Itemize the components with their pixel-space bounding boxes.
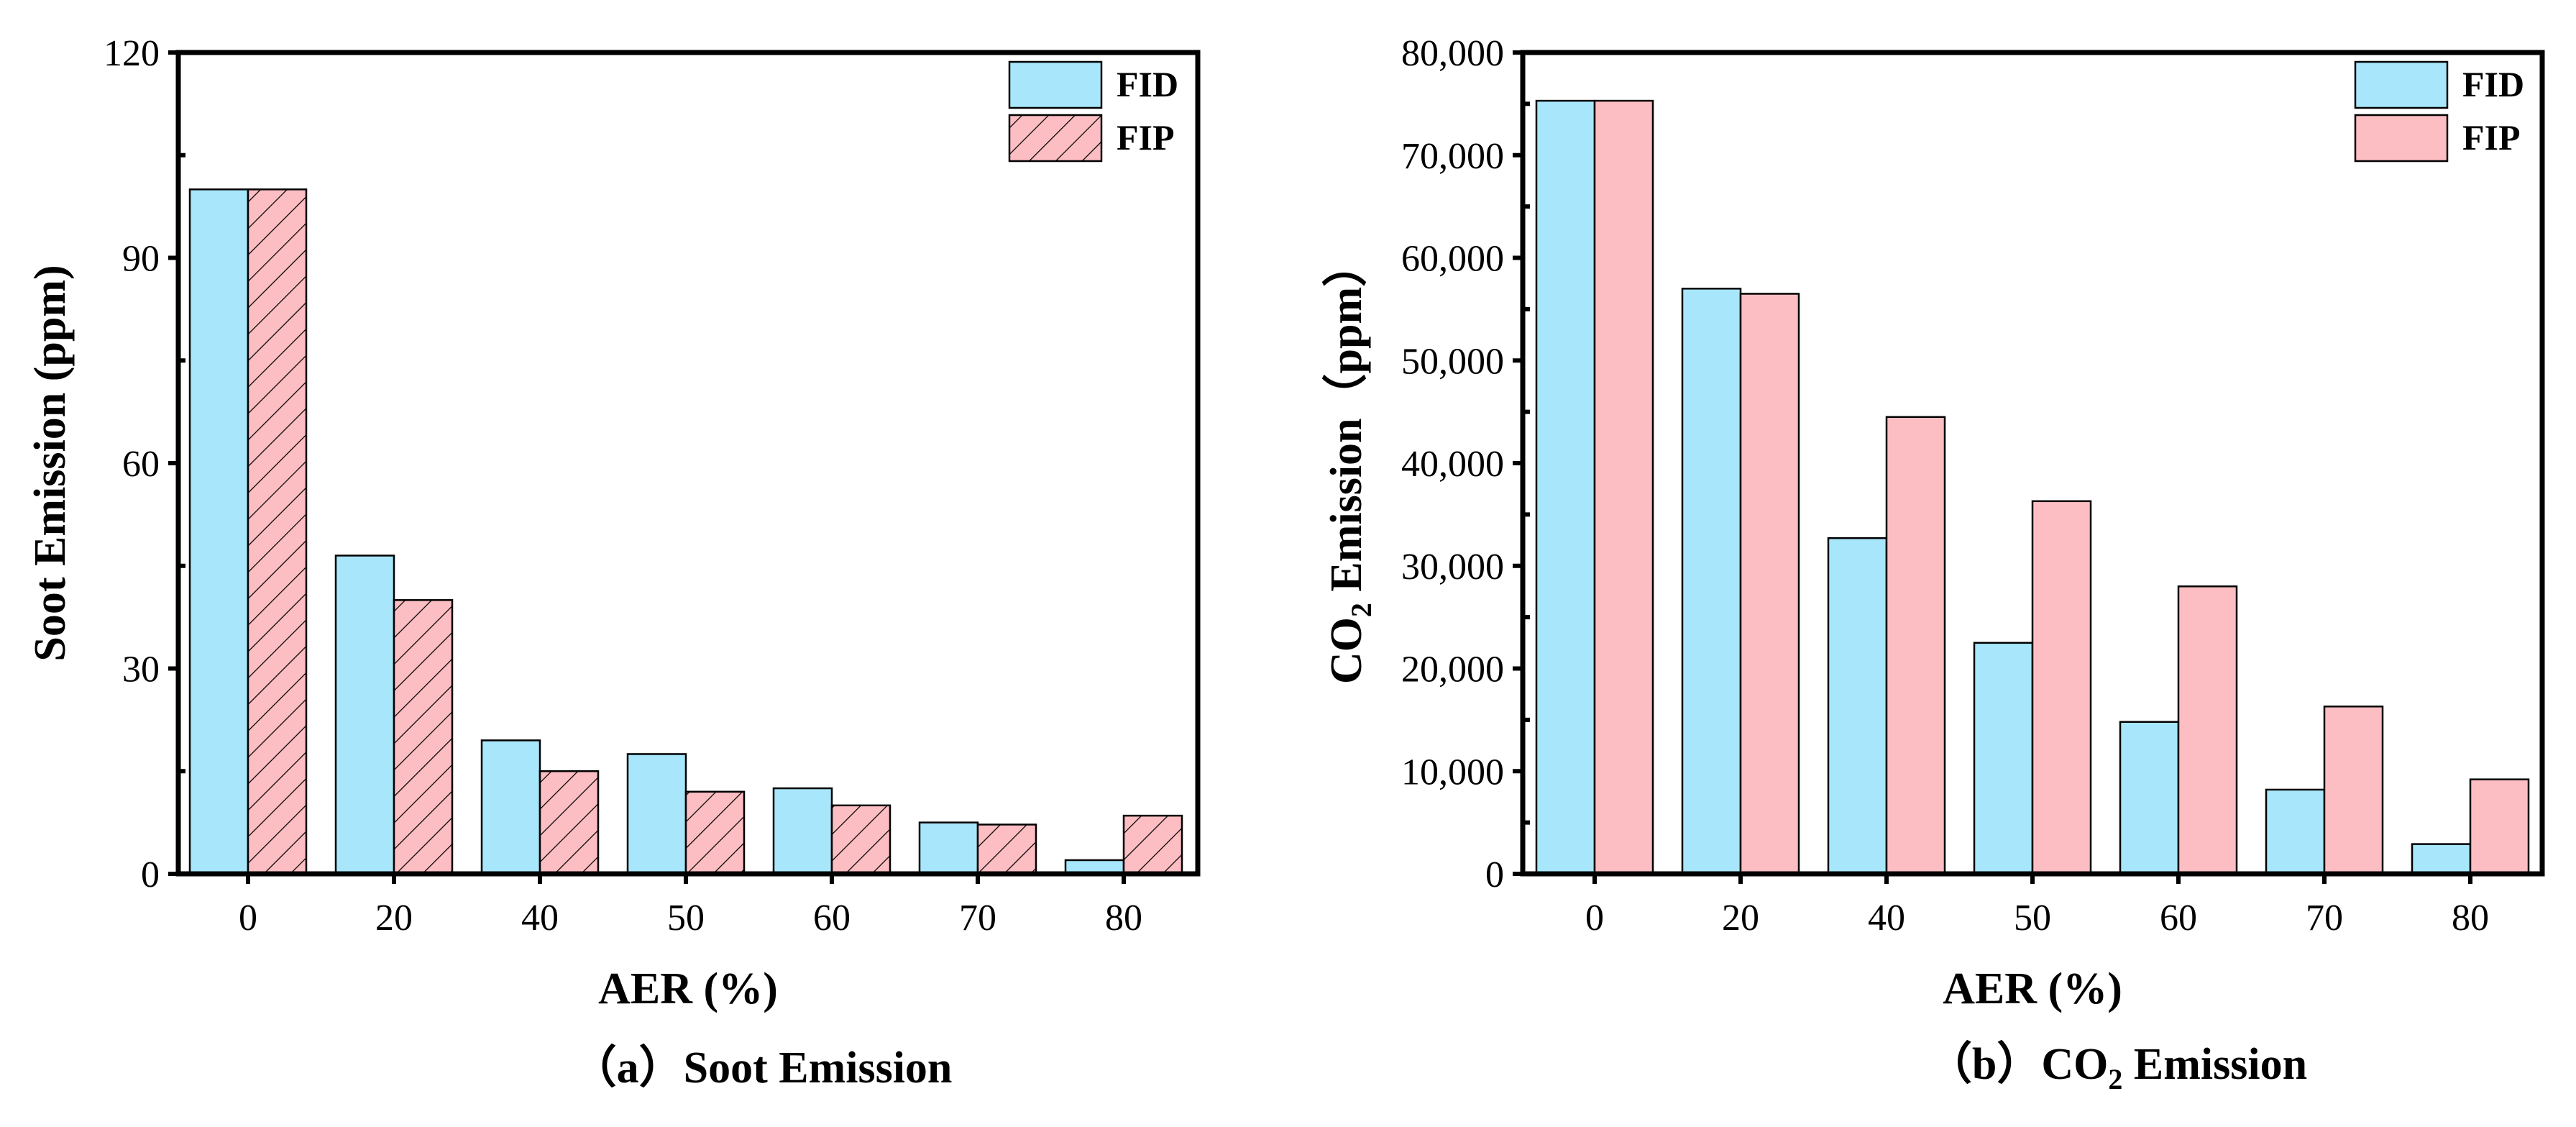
soot-y-tick-label: 0 xyxy=(141,854,160,895)
co2-bar-fid-70 xyxy=(2265,788,2326,875)
soot-caption: （a）Soot Emission xyxy=(572,1042,953,1092)
soot-x-tick-label: 60 xyxy=(813,898,851,939)
co2-bar-fip-20 xyxy=(1739,293,1800,875)
co2-bar-fip-40 xyxy=(1885,416,1946,875)
soot-bar-fid-50 xyxy=(626,753,687,875)
co2-caption-sub: 2 xyxy=(2108,1063,2122,1095)
soot-legend-label-fid: FID xyxy=(1117,64,1178,104)
soot-y-tick-label: 60 xyxy=(122,444,160,485)
soot-x-axis: 0 20 40 50 60 70 80 xyxy=(239,874,1142,939)
soot-bar-fid-0 xyxy=(188,188,249,875)
co2-caption: （b）CO2 Emission xyxy=(1928,1039,2307,1095)
co2-bar-fip-60 xyxy=(2177,585,2238,875)
soot-x-tick-label: 40 xyxy=(521,898,559,939)
co2-x-tick-label: 60 xyxy=(2160,898,2197,939)
co2-bar-fip-80 xyxy=(2469,778,2530,875)
soot-y-tick-label: 90 xyxy=(122,239,160,280)
co2-bar-fip-50 xyxy=(2031,500,2092,875)
soot-bar-fip-70 xyxy=(976,823,1037,875)
co2-bar-fid-40 xyxy=(1827,537,1888,875)
soot-bar-fip-20 xyxy=(393,599,454,875)
co2-y-tick-label: 0 xyxy=(1485,854,1504,895)
soot-bar-fid-60 xyxy=(772,787,833,875)
soot-bar-fid-70 xyxy=(918,821,979,875)
co2-x-tick-label: 20 xyxy=(1722,898,1759,939)
soot-legend-swatch-fid xyxy=(1008,60,1103,109)
soot-legend-label-fip: FIP xyxy=(1117,117,1175,158)
co2-plot-frame xyxy=(1520,50,2545,877)
co2-y-tick-label: 40,000 xyxy=(1401,444,1504,485)
co2-x-tick-label: 80 xyxy=(2452,898,2489,939)
co2-legend-label-fip: FIP xyxy=(2462,117,2521,158)
co2-y-tick-label: 10,000 xyxy=(1401,752,1504,793)
co2-y-tick-label: 60,000 xyxy=(1401,239,1504,280)
co2-y-axis-title-rest: Emission（ppm） xyxy=(1321,242,1371,603)
soot-caption-prefix: （a） xyxy=(572,1042,684,1092)
co2-y-axis: 0 10,000 20,000 30,000 40,000 50,000 60,000 70,… xyxy=(1401,33,1530,895)
co2-bar-fip-0 xyxy=(1593,99,1654,875)
soot-bar-fip-80 xyxy=(1122,814,1183,875)
co2-caption-rest: Emission xyxy=(2122,1040,2307,1089)
soot-legend-swatch-fip xyxy=(1008,114,1103,163)
co2-caption-co: CO xyxy=(2041,1040,2108,1089)
co2-y-axis-title-sub: 2 xyxy=(1345,603,1378,617)
soot-x-tick-label: 20 xyxy=(375,898,413,939)
soot-bar-fip-0 xyxy=(247,188,308,875)
soot-y-axis: 0 30 60 90 120 xyxy=(104,33,185,895)
soot-x-tick-label: 0 xyxy=(239,898,257,939)
co2-x-tick-label: 50 xyxy=(2014,898,2051,939)
co2-x-tick-label: 0 xyxy=(1585,898,1604,939)
co2-y-tick-label: 30,000 xyxy=(1401,547,1504,588)
co2-x-tick-label: 70 xyxy=(2306,898,2343,939)
co2-bar-fid-20 xyxy=(1681,288,1742,875)
soot-plot-frame xyxy=(175,50,1201,877)
soot-bar-fid-40 xyxy=(480,739,541,875)
co2-x-axis: 0 20 40 50 60 70 80 xyxy=(1585,874,2489,939)
soot-bar-fip-60 xyxy=(830,804,891,875)
co2-y-tick-label: 50,000 xyxy=(1401,341,1504,382)
co2-y-tick-label: 20,000 xyxy=(1401,649,1504,690)
co2-legend[interactable]: FID FIP xyxy=(2354,60,2524,163)
co2-y-tick-label: 80,000 xyxy=(1401,33,1504,74)
co2-legend-swatch-fip xyxy=(2354,114,2449,163)
co2-x-tick-label: 40 xyxy=(1868,898,1905,939)
co2-x-axis-title: AER (%) xyxy=(1943,964,2122,1013)
co2-legend-label-fid: FID xyxy=(2462,64,2524,104)
soot-emission-chart: 0 30 60 90 120 0 20 40 50 60 70 80 Soot Emission (… xyxy=(26,33,1201,1092)
soot-bars xyxy=(188,188,1183,875)
co2-legend-swatch-fid xyxy=(2354,60,2449,109)
soot-y-tick-label: 120 xyxy=(104,33,160,74)
co2-bar-fid-50 xyxy=(1973,642,2034,875)
soot-y-tick-label: 30 xyxy=(122,649,160,690)
co2-bar-fid-0 xyxy=(1535,99,1596,875)
soot-x-tick-label: 80 xyxy=(1105,898,1142,939)
co2-y-axis-title-co: CO xyxy=(1322,617,1371,684)
co2-caption-prefix: （b） xyxy=(1928,1039,2041,1089)
co2-y-axis-title: CO2 Emission（ppm） xyxy=(1321,242,1378,684)
soot-x-axis-title: AER (%) xyxy=(598,964,778,1013)
soot-x-tick-label: 50 xyxy=(667,898,705,939)
co2-bar-fip-70 xyxy=(2323,706,2384,875)
soot-y-axis-title: Soot Emission (ppm) xyxy=(26,265,75,661)
soot-bar-fid-20 xyxy=(334,555,395,875)
co2-bar-fid-80 xyxy=(2411,843,2472,875)
co2-emission-chart: 0 10,000 20,000 30,000 40,000 50,000 60,000 70,… xyxy=(1321,33,2545,1095)
soot-bar-fip-40 xyxy=(538,770,600,875)
co2-bar-fid-60 xyxy=(2119,721,2180,875)
soot-x-tick-label: 70 xyxy=(959,898,996,939)
co2-bars xyxy=(1535,99,2530,875)
soot-caption-main: Soot Emission xyxy=(684,1044,953,1092)
co2-y-tick-label: 70,000 xyxy=(1401,136,1504,177)
soot-bar-fip-50 xyxy=(684,790,746,875)
soot-legend[interactable]: FID FIP xyxy=(1008,60,1178,163)
